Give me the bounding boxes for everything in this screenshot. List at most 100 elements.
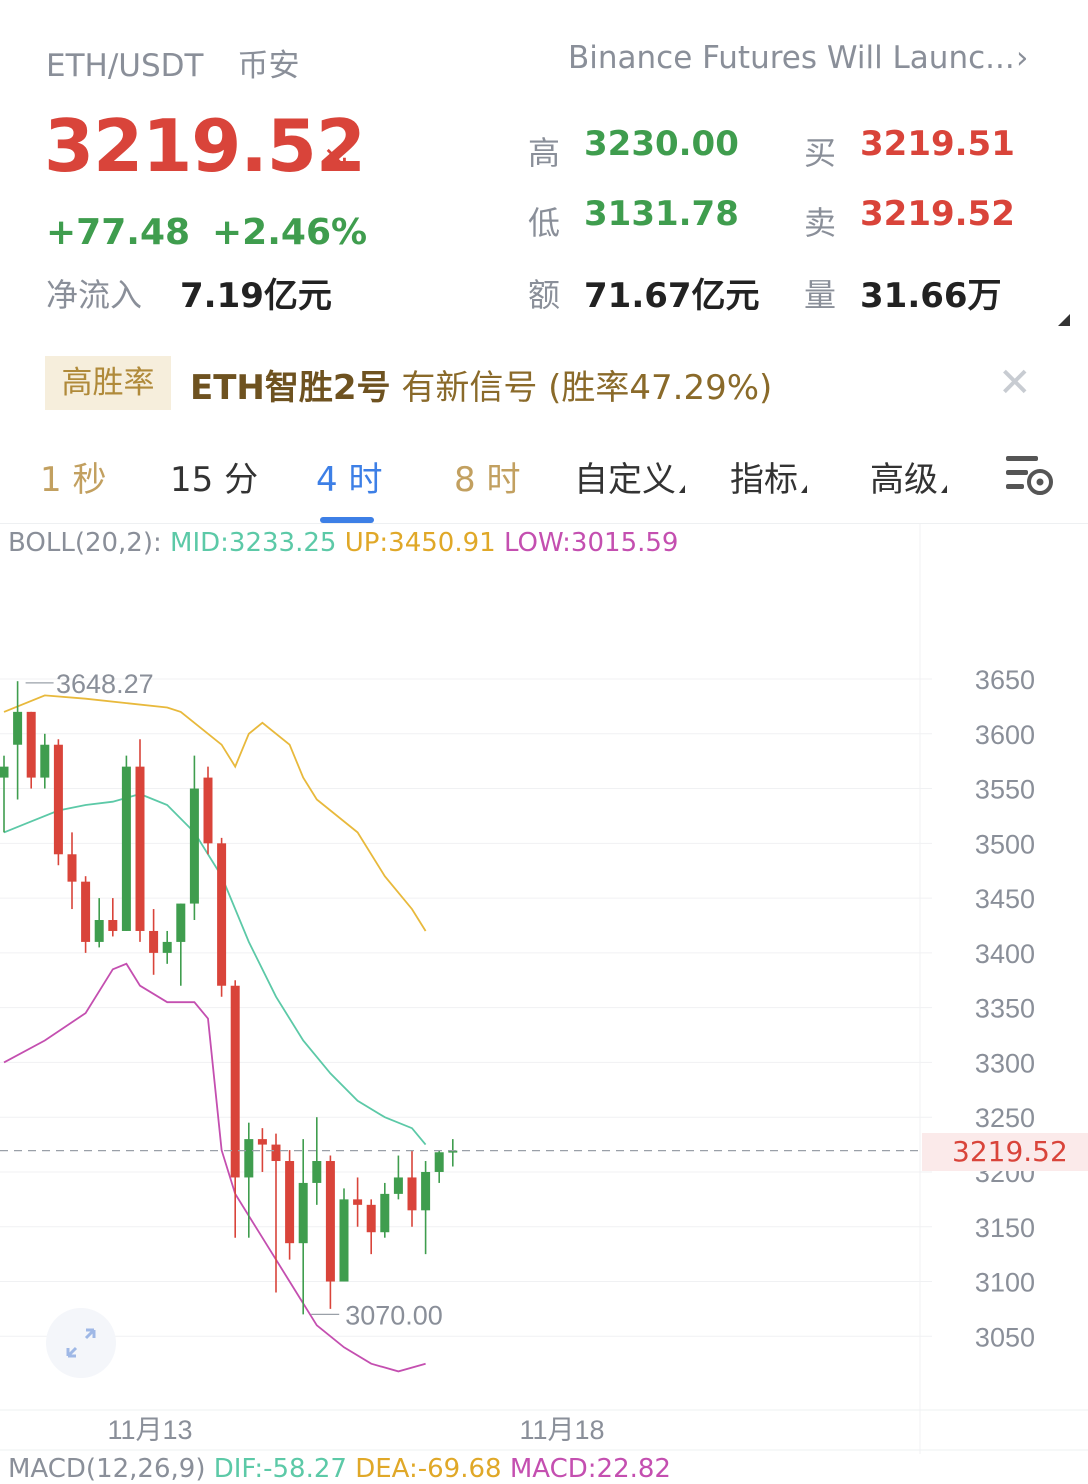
bid-label: 买 [804,134,837,172]
candle-body [189,788,199,904]
low-marker-label: 3070.00 [345,1300,443,1330]
exchange-name: 币安 [237,48,300,84]
y-tick-label: 3350 [975,994,1035,1024]
macd-legend: MACD(12,26,9) DIF:-58.27 DEA:-69.68 MACD… [8,1454,671,1484]
candle-body [421,1171,431,1211]
candle-body [81,881,91,942]
candle-body [162,941,172,953]
fullscreen-button[interactable] [46,1308,116,1378]
tab-custom-label: 自定义 [574,460,676,500]
expand-corner-icon[interactable] [1058,314,1070,326]
price-change: +77.48 [46,212,191,253]
high-value: 3230.00 [584,124,739,164]
candle-body [366,1204,376,1233]
candle-body [407,1177,417,1211]
macd-name: MACD(12,26,9) [8,1454,214,1484]
tab-8h[interactable]: 8 时 [454,460,521,500]
y-tick-label: 3650 [975,665,1035,695]
divider [0,523,1088,524]
candle-body [434,1152,444,1172]
tab-1s[interactable]: 1 秒 [40,460,107,500]
amount-label: 额 [528,276,561,314]
y-tick-label: 3250 [975,1103,1035,1133]
candle-body [40,744,50,778]
candle-body [393,1177,403,1194]
candle-body [380,1193,390,1233]
x-tick-label: 11月13 [107,1415,192,1445]
candle-body [26,711,36,778]
boll-up: UP:3450.91 [344,528,496,558]
high-label: 高 [528,134,561,172]
tab-custom[interactable]: 自定义 [574,452,685,501]
tab-15m[interactable]: 15 分 [170,460,259,500]
volume-value: 31.66万 [860,276,1002,316]
amount-value: 71.67亿元 [584,276,760,316]
candle-body [448,1150,458,1153]
boll-legend: BOLL(20,2): MID:3233.25 UP:3450.91 LOW:3… [8,528,678,558]
boll-name: BOLL(20,2): [8,528,171,558]
ask-label: 卖 [804,204,837,242]
boll-mid: MID:3233.25 [170,528,337,558]
current-price-tag: 3219.52 [922,1133,1088,1171]
candle-body [312,1161,322,1183]
tab-advanced-label: 高级 [870,460,938,500]
candle-body [94,920,104,942]
macd-dif: DIF:-58.27 [213,1454,347,1484]
last-price: 3219.52 [44,104,366,188]
macd-value: MACD:22.82 [509,1454,671,1484]
tab-indicators-label: 指标 [730,460,798,500]
net-inflow-label: 净流入 [46,276,143,314]
y-tick-label: 3100 [975,1268,1035,1298]
market-pair[interactable]: ETH/USDT 币安 [46,40,333,85]
close-icon[interactable]: ✕ [998,360,1032,406]
candle-body [67,854,77,882]
signal-text: 有新信号 (胜率47.29%) [401,368,773,408]
tab-advanced[interactable]: 高级 [870,452,947,501]
signal-name: ETH智胜2号 [190,368,391,408]
candle-body [298,1182,308,1244]
tab-indicators[interactable]: 指标 [730,452,807,501]
candle-body [271,1144,281,1162]
candle-body [13,711,23,745]
signal-banner[interactable]: ETH智胜2号 有新信号 (胜率47.29%) [190,360,772,409]
chevron-right-icon[interactable]: › [1016,40,1029,76]
candle-body [353,1199,363,1205]
candlestick-chart[interactable]: 3650360035503500345034003350330032503200… [0,524,1088,1454]
y-tick-label: 3300 [975,1048,1035,1078]
macd-dea: DEA:-69.68 [355,1454,502,1484]
candle-body [230,985,240,1178]
candle-body [149,930,159,953]
active-tab-indicator [320,517,374,523]
candle-body [257,1139,267,1145]
net-inflow-value: 7.19亿元 [180,276,332,316]
trend-down-icon: ↘ [322,138,351,178]
signal-badge: 高胜率 [45,356,171,410]
news-ticker[interactable]: Binance Futures Will Launc... [568,40,1015,76]
candle-body [285,1161,295,1244]
pair-symbol: ETH/USDT [46,48,204,84]
y-tick-label: 3150 [975,1213,1035,1243]
y-tick-label: 3550 [975,775,1035,805]
candle-body [176,903,186,942]
tab-4h[interactable]: 4 时 [316,460,383,500]
candle-body [203,777,213,844]
candle-body [339,1199,349,1282]
dropdown-triangle-icon [801,485,807,493]
chart-settings-icon[interactable] [1004,452,1056,498]
candle-body [325,1161,335,1282]
bid-value: 3219.51 [860,124,1015,164]
price-change-pct: +2.46% [212,212,368,253]
low-value: 3131.78 [584,194,739,234]
y-tick-label: 3450 [975,884,1035,914]
dropdown-triangle-icon [679,485,685,493]
boll-low: LOW:3015.59 [503,528,679,558]
candle-body [53,744,63,855]
low-label: 低 [528,204,561,242]
y-tick-label: 3050 [975,1322,1035,1352]
ask-value: 3219.52 [860,194,1015,234]
y-tick-label: 3400 [975,939,1035,969]
boll-low-line [3,962,426,1373]
candle-body [0,766,9,778]
boll-up-line [3,694,427,932]
candle-body [135,766,145,931]
